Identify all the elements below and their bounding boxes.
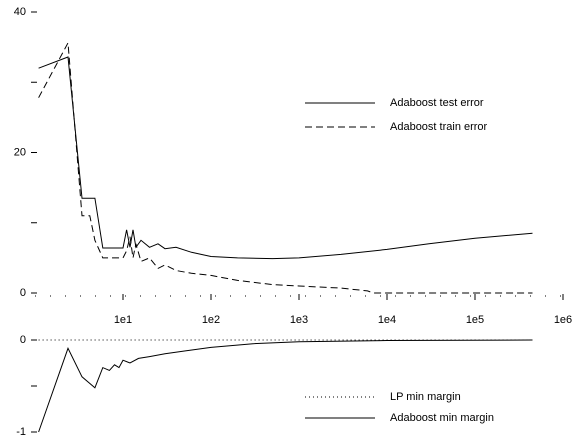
x-tick-label: 1e5	[466, 314, 484, 326]
legend-label: LP min margin	[390, 391, 461, 403]
y-tick-label: 0	[20, 287, 26, 299]
y-tick-label: 0	[20, 334, 26, 346]
y-tick-label: -1	[16, 426, 26, 438]
y-tick-label: 20	[14, 146, 26, 158]
x-tick-label: 1e6	[554, 314, 572, 326]
legend-label: Adaboost train error	[390, 121, 488, 133]
legend-label: Adaboost test error	[390, 97, 484, 109]
series-line	[38, 56, 533, 260]
series-line	[38, 41, 533, 294]
series-line	[38, 339, 533, 433]
x-tick-label: 1e1	[114, 314, 132, 326]
x-tick-label: 1e3	[290, 314, 308, 326]
x-tick-label: 1e4	[378, 314, 396, 326]
y-tick-label: 40	[14, 6, 26, 18]
legend-label: Adaboost min margin	[390, 412, 494, 424]
x-tick-label: 1e2	[202, 314, 220, 326]
